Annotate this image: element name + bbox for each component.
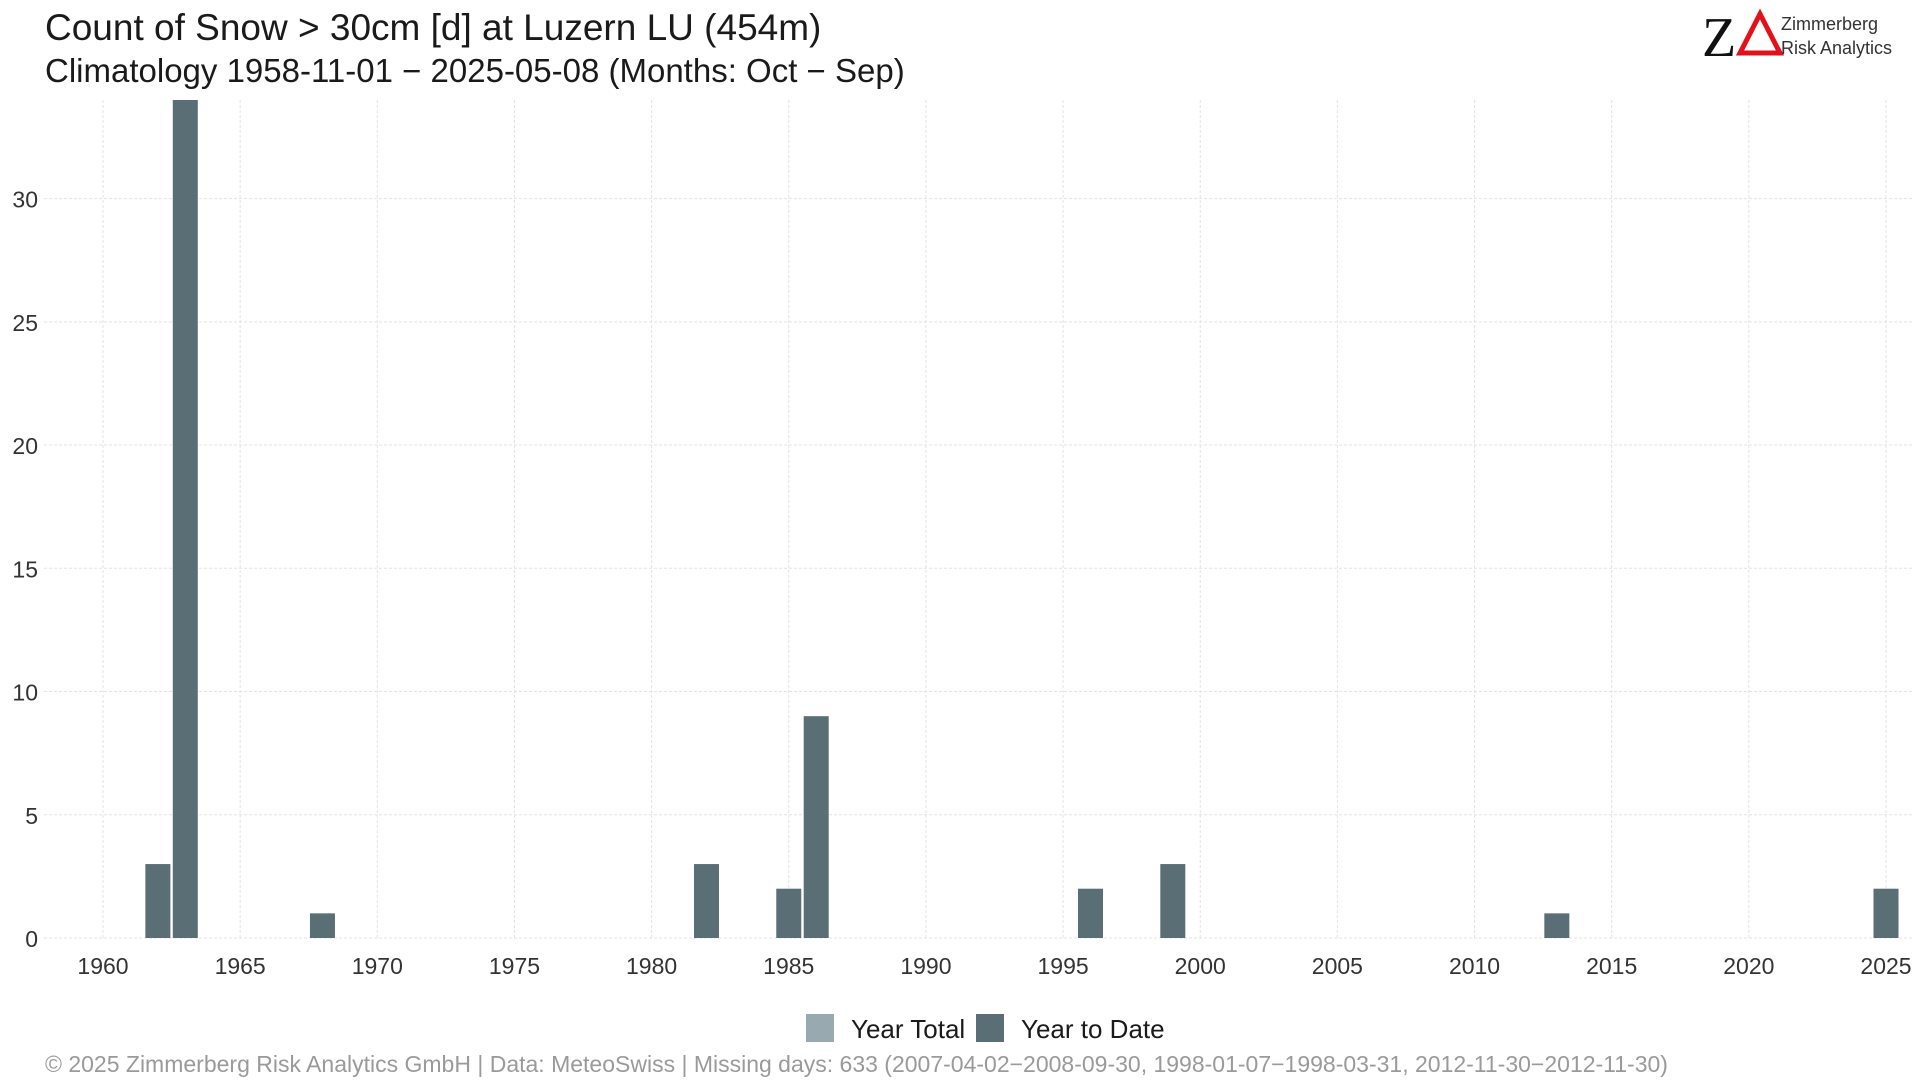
x-tick-label: 1975	[489, 953, 540, 979]
bar-1996	[1078, 888, 1104, 938]
bar-1963	[172, 100, 198, 938]
logo-triangle-icon	[1735, 8, 1785, 56]
legend-swatch-year-total	[806, 1014, 834, 1042]
y-tick-label: 25	[12, 310, 38, 336]
x-tick-label: 2010	[1449, 953, 1500, 979]
legend-label-year-to-date: Year to Date	[1021, 1014, 1165, 1044]
x-axis-ticks: 1960 1965 1970 1975 1980 1985 1990 1995 2000 2005…	[77, 953, 1911, 979]
x-tick-label: 2000	[1175, 953, 1226, 979]
footer-caption: © 2025 Zimmerberg Risk Analytics GmbH | …	[45, 1051, 1668, 1077]
company-logo: Z Zimmerberg Risk Analytics	[1702, 7, 1892, 69]
y-tick-label: 30	[12, 187, 38, 213]
x-tick-label: 2005	[1312, 953, 1363, 979]
chart-subtitle: Climatology 1958-11-01 − 2025-05-08 (Mon…	[45, 52, 905, 89]
bar-2025	[1873, 888, 1899, 938]
bar-1982	[693, 864, 719, 938]
legend-label-year-total: Year Total	[851, 1014, 965, 1044]
x-tick-label: 1985	[763, 953, 814, 979]
x-tick-label: 1990	[900, 953, 951, 979]
x-tick-label: 1980	[626, 953, 677, 979]
bar-1986	[803, 716, 829, 938]
legend-swatch-year-to-date	[976, 1014, 1004, 1042]
y-tick-label: 20	[12, 433, 38, 459]
y-tick-label: 15	[12, 556, 38, 582]
y-tick-label: 5	[25, 803, 38, 829]
bar-1999	[1160, 864, 1186, 938]
y-tick-label: 0	[25, 926, 38, 952]
x-tick-label: 2015	[1586, 953, 1637, 979]
chart-title: Count of Snow > 30cm [d] at Luzern LU (4…	[45, 7, 821, 48]
x-tick-label: 1965	[215, 953, 266, 979]
x-tick-label: 2020	[1723, 953, 1774, 979]
logo-z-mark: Z	[1702, 7, 1736, 69]
legend: Year Total Year to Date	[806, 1014, 1165, 1044]
x-tick-label: 2025	[1860, 953, 1911, 979]
bar-2013	[1544, 913, 1570, 938]
logo-line1: Zimmerberg	[1781, 14, 1878, 34]
x-tick-label: 1960	[77, 953, 128, 979]
bar-1968	[309, 913, 335, 938]
y-tick-label: 10	[12, 680, 38, 706]
grid-layer	[44, 100, 1914, 939]
bar-1962	[145, 864, 171, 938]
y-axis-ticks: 0 5 10 15 20 25 30	[12, 187, 38, 952]
bars-layer	[145, 100, 1899, 938]
bar-1985	[776, 888, 802, 938]
x-tick-label: 1995	[1037, 953, 1088, 979]
x-tick-label: 1970	[352, 953, 403, 979]
logo-line2: Risk Analytics	[1781, 38, 1892, 58]
